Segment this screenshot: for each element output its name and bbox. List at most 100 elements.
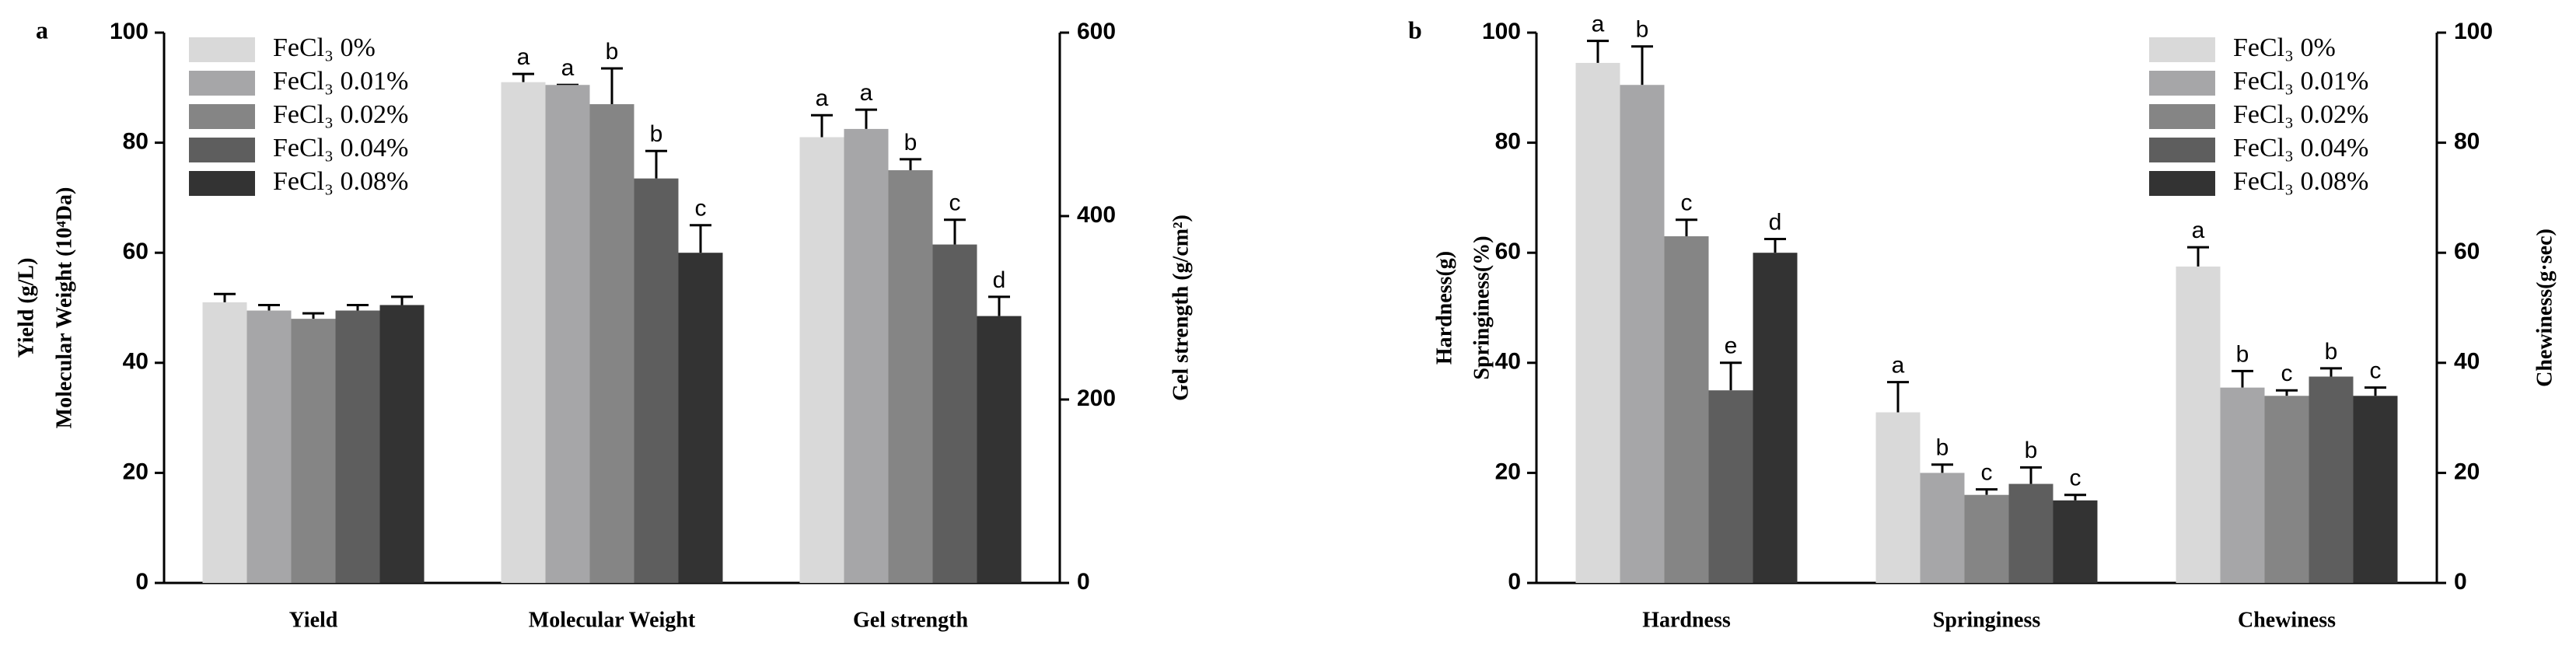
significance-letter: b <box>606 39 619 65</box>
legend-swatch <box>2149 71 2215 96</box>
bar <box>1964 494 2009 583</box>
y-tick-label: 0 <box>135 569 149 595</box>
significance-letter: c <box>2070 466 2081 491</box>
y2-tick-label: 200 <box>1077 386 1116 411</box>
bar <box>678 253 723 583</box>
bar <box>2053 500 2098 583</box>
y2-axis-label: Gel strength (g/cm²) <box>1169 215 1193 401</box>
y-axis-label: Springiness(%) <box>1470 236 1494 379</box>
y-tick-label: 80 <box>1495 129 1521 155</box>
bar <box>799 137 844 583</box>
legend-label: FeCl₃ 0% <box>2233 33 2336 62</box>
y2-tick-label: 400 <box>1077 202 1116 228</box>
legend-label: FeCl₃ 0.01% <box>2233 67 2368 96</box>
significance-letter: c <box>1681 190 1693 216</box>
significance-letter: b <box>650 121 663 147</box>
x-tick-label: Springiness <box>1933 608 2041 632</box>
bar <box>589 104 634 584</box>
bar <box>634 178 679 583</box>
bar <box>1875 412 1921 583</box>
x-tick-label: Gel strength <box>853 608 968 632</box>
legend-label: FeCl₃ 0.01% <box>273 67 408 96</box>
bar <box>1753 253 1798 583</box>
y2-tick-label: 0 <box>2454 569 2467 595</box>
y-tick-label: 100 <box>110 19 149 44</box>
y-axis-label: Molecular Weight (10⁴Da) <box>52 187 76 429</box>
bar <box>2309 376 2354 583</box>
bar <box>246 310 292 583</box>
significance-letter: c <box>2370 358 2382 384</box>
y-tick-label: 100 <box>1482 19 1521 44</box>
significance-letter: b <box>904 130 918 155</box>
significance-letter: c <box>2281 361 2293 386</box>
y2-tick-label: 40 <box>2454 349 2480 375</box>
y-tick-label: 40 <box>123 349 149 375</box>
significance-letter: a <box>1592 12 1605 37</box>
legend-swatch <box>189 71 255 96</box>
panel-label: b <box>1408 16 1422 44</box>
bar <box>2008 483 2053 583</box>
y2-tick-label: 100 <box>2454 19 2493 44</box>
legend-swatch <box>2149 171 2215 196</box>
significance-letter: b <box>2325 339 2338 365</box>
legend-label: FeCl₃ 0% <box>273 33 376 62</box>
y2-tick-label: 60 <box>2454 239 2480 264</box>
bar <box>1708 390 1753 583</box>
x-tick-label: Molecular Weight <box>529 608 696 632</box>
x-tick-label: Yield <box>289 608 338 632</box>
legend-swatch <box>189 171 255 196</box>
bar <box>932 244 977 583</box>
significance-letter: b <box>2236 341 2249 367</box>
x-tick-label: Chewiness <box>2238 608 2336 632</box>
bar <box>291 319 336 583</box>
significance-letter: b <box>2025 438 2038 463</box>
y-axis-label: Yield (g/L) <box>14 258 38 358</box>
y-tick-label: 40 <box>1495 349 1521 375</box>
y-tick-label: 20 <box>123 459 149 484</box>
x-tick-label: Hardness <box>1642 608 1731 632</box>
legend-label: FeCl₃ 0.08% <box>273 167 408 196</box>
legend-swatch <box>2149 37 2215 62</box>
legend-label: FeCl₃ 0.02% <box>273 100 408 129</box>
y-tick-label: 60 <box>1495 239 1521 264</box>
significance-letter: b <box>1636 17 1649 43</box>
legend-label: FeCl₃ 0.04% <box>2233 134 2368 162</box>
bar <box>202 302 247 583</box>
bar <box>844 128 889 583</box>
legend-label: FeCl₃ 0.04% <box>273 134 408 162</box>
significance-letter: a <box>860 80 873 106</box>
bar <box>2264 396 2309 583</box>
bar <box>2220 387 2265 583</box>
bar <box>545 85 590 583</box>
legend-swatch <box>189 37 255 62</box>
significance-letter: a <box>1892 353 1905 379</box>
bar <box>1664 236 1709 583</box>
bar <box>379 305 425 583</box>
bar <box>1920 473 1965 583</box>
significance-letter: a <box>816 85 829 111</box>
bar <box>977 316 1022 583</box>
significance-letter: c <box>695 196 707 222</box>
bar <box>335 310 380 583</box>
bar <box>888 170 933 583</box>
y-tick-label: 20 <box>1495 459 1521 484</box>
significance-letter: b <box>1936 435 1949 461</box>
bar <box>1620 85 1665 583</box>
bar <box>1575 62 1620 583</box>
bar <box>2176 266 2221 583</box>
significance-letter: d <box>1769 209 1782 235</box>
bar <box>2353 396 2398 583</box>
legend-swatch <box>189 138 255 162</box>
legend-swatch <box>2149 104 2215 129</box>
significance-letter: c <box>949 190 961 216</box>
y-tick-label: 0 <box>1508 569 1521 595</box>
y-axis-label: Hardness(g) <box>1432 251 1456 365</box>
y2-tick-label: 600 <box>1077 19 1116 44</box>
significance-letter: a <box>2192 218 2205 243</box>
significance-letter: a <box>517 44 530 70</box>
significance-letter: d <box>993 267 1006 293</box>
significance-letter: c <box>1981 460 1993 486</box>
y2-tick-label: 80 <box>2454 129 2480 155</box>
bar <box>501 82 546 584</box>
y2-tick-label: 20 <box>2454 459 2480 484</box>
